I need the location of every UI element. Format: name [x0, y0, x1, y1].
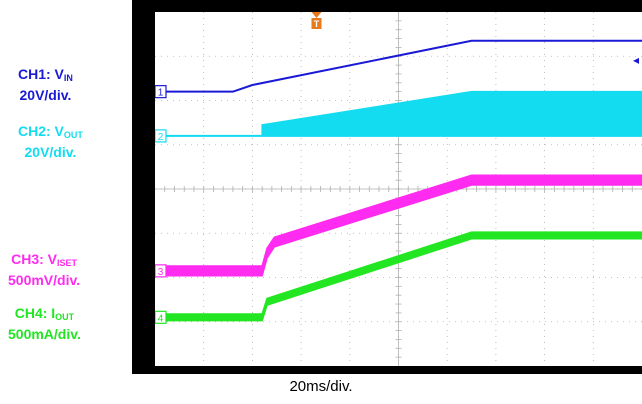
- ch2-scale: 20V/div.: [24, 144, 77, 160]
- ch2-marker: [155, 129, 167, 143]
- ch2-marker-label: 2: [158, 132, 164, 143]
- oscilloscope-plot: 1 2 3 4 T: [155, 12, 642, 366]
- trigger-arrow: [311, 12, 322, 18]
- ch2-label: CH2: VOUT 20V/div.: [18, 123, 83, 161]
- ch4-marker: [155, 310, 167, 324]
- ch3-scale: 500mV/div.: [8, 272, 81, 288]
- ch4-name: CH4: IOUT: [14, 305, 75, 322]
- ch4-label: CH4: IOUT 500mA/div.: [8, 305, 81, 343]
- trigger-level-arrow: [633, 57, 639, 64]
- ch4-scale: 500mA/div.: [8, 326, 81, 342]
- ch2-name: CH2: VOUT: [18, 123, 83, 140]
- ch1-scale: 20V/div.: [19, 87, 72, 103]
- ch4-trace: [155, 231, 642, 322]
- ch3-marker: [155, 264, 167, 278]
- ch3-trace: [155, 174, 642, 277]
- trigger-marker: [311, 18, 322, 29]
- ch1-label: CH1: VIN 20V/div.: [18, 66, 73, 104]
- ch1-name: CH1: VIN: [18, 66, 73, 83]
- trigger-marker-label: T: [314, 19, 320, 29]
- ch1-trace: [155, 39, 642, 93]
- ch3-marker-label: 3: [158, 267, 164, 278]
- ch4-marker-label: 4: [158, 313, 164, 324]
- ch1-marker: [155, 85, 167, 99]
- ch3-name: CH3: VISET: [11, 251, 78, 268]
- timebase-label: 20ms/div.: [289, 378, 353, 395]
- ch1-marker-label: 1: [158, 88, 164, 99]
- ch3-label: CH3: VISET 500mV/div.: [8, 251, 80, 289]
